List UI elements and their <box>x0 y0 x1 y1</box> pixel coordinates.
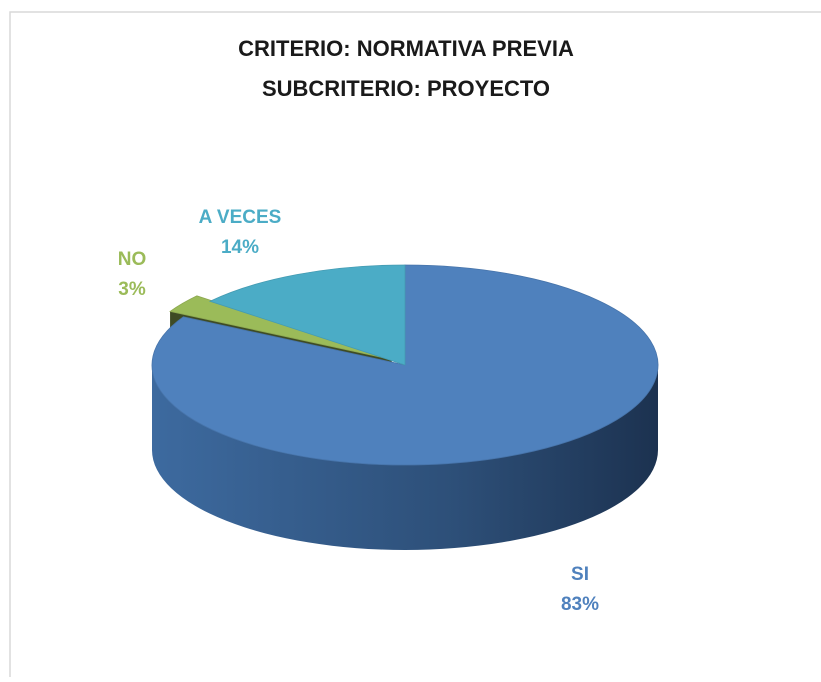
chart-subtitle: SUBCRITERIO: PROYECTO <box>262 76 550 101</box>
slice-value-label: 3% <box>118 279 146 300</box>
slice <box>169 295 392 360</box>
pie <box>151 264 659 550</box>
slice-label: NO <box>118 249 147 270</box>
frame <box>9 11 821 677</box>
slice-value-label: 83% <box>561 594 599 615</box>
slice-label: A VECES <box>199 207 282 228</box>
chart-title: CRITERIO: NORMATIVA PREVIA <box>238 36 574 61</box>
slice-side <box>152 365 659 550</box>
slice <box>208 264 406 366</box>
slice-label: SI <box>571 564 589 585</box>
slice-value-label: 14% <box>221 237 259 258</box>
